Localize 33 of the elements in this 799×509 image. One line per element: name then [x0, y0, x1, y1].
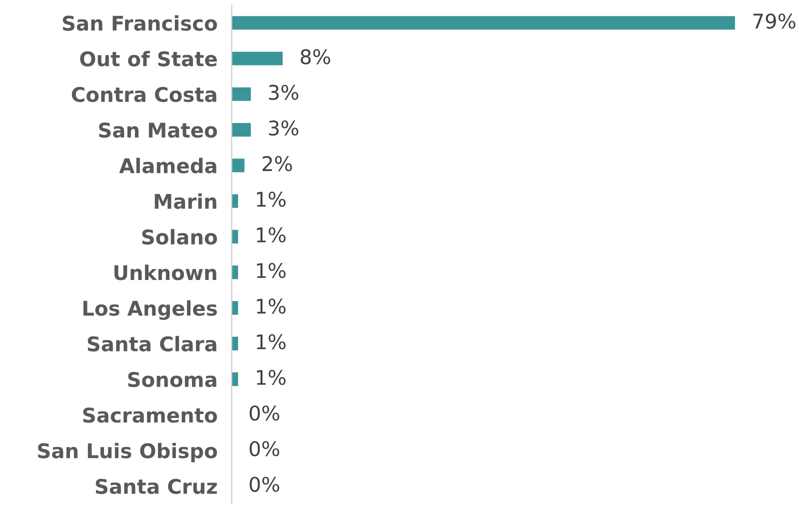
y-tick-label: San Francisco	[62, 15, 217, 31]
data-label: 1%	[256, 192, 286, 207]
data-label: 1%	[256, 334, 286, 350]
bar	[232, 52, 283, 66]
y-tick-label: Sonoma	[128, 372, 216, 388]
data-label: 0%	[250, 476, 280, 492]
y-tick-label: Los Angeles	[83, 300, 217, 320]
data-label: 1%	[256, 262, 286, 278]
data-label: 1%	[256, 298, 286, 314]
y-tick-label: Out of State	[80, 50, 217, 66]
bar	[232, 16, 736, 30]
y-tick-label: Marin	[154, 193, 216, 209]
y-tick-label: Santa Clara	[88, 336, 216, 352]
y-tick-label: Sacramento	[83, 408, 217, 423]
bar	[232, 123, 251, 137]
y-tick-label: Santa Cruz	[96, 478, 217, 494]
data-label: 3%	[269, 120, 298, 136]
y-tick-label: San Mateo	[99, 122, 217, 138]
data-label: 79%	[753, 14, 796, 29]
data-label: 3%	[269, 84, 298, 100]
y-tick-label: Alameda	[119, 158, 216, 174]
y-tick-label: Unknown	[114, 264, 216, 280]
bar	[232, 87, 251, 101]
y-tick-label: Contra Costa	[72, 86, 216, 102]
data-label: 2%	[262, 156, 292, 172]
data-label: 1%	[256, 370, 286, 386]
data-label: 1%	[256, 227, 286, 243]
y-tick-label: Solano	[142, 229, 217, 245]
y-tick-label: San Luis Obispo	[38, 442, 217, 462]
data-label: 0%	[250, 405, 280, 421]
data-label: 0%	[250, 441, 280, 456]
bar	[232, 158, 244, 172]
data-label: 8%	[300, 49, 330, 64]
